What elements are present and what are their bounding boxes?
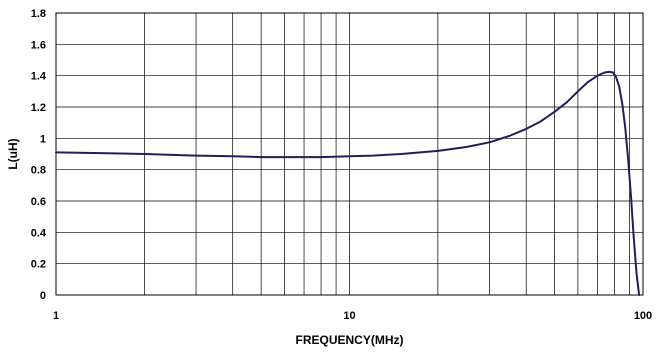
plot-frame (55, 12, 644, 296)
x-axis-label: FREQUENCY(MHz) (296, 333, 404, 347)
y-tick-label: 0.2 (31, 259, 46, 271)
x-tick-label: 10 (343, 310, 355, 322)
y-tick-label: 0.6 (31, 196, 46, 208)
x-tick-labels: 1 10 100 (53, 310, 652, 322)
y-tick-label: 1 (40, 133, 46, 145)
x-grid-lines (144, 13, 630, 295)
y-tick-label: 1.4 (31, 71, 47, 83)
x-tick-label: 1 (53, 310, 59, 322)
y-tick-label: 1.8 (31, 8, 46, 20)
y-tick-label: 1.6 (31, 39, 46, 51)
y-grid-lines (56, 43, 643, 265)
y-tick-label: 0.8 (31, 165, 46, 177)
y-tick-label: 0.4 (31, 227, 47, 239)
y-tick-label: 1.2 (31, 102, 46, 114)
y-tick-labels: 0 0.2 0.4 0.6 0.8 1 1.2 1.4 1.6 1.8 (31, 8, 47, 302)
series-line (55, 70, 641, 296)
y-tick-label: 0 (40, 290, 46, 302)
x-tick-label: 100 (634, 310, 652, 322)
y-axis-label: L(uH) (6, 138, 20, 169)
